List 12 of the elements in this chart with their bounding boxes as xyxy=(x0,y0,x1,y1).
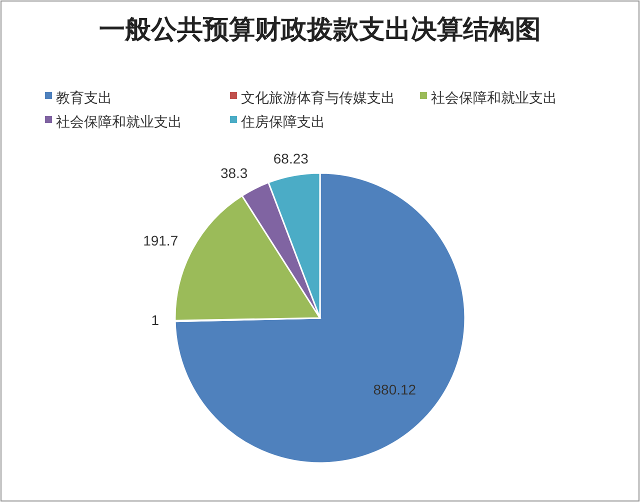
data-label: 880.12 xyxy=(373,382,416,398)
legend-label: 教育支出 xyxy=(56,90,112,106)
data-label: 1 xyxy=(151,312,160,328)
legend-item: 教育支出 xyxy=(45,90,112,106)
chart-title: 一般公共预算财政拨款支出决算结构图 xyxy=(99,15,541,44)
legend-item: 社会保障和就业支出 xyxy=(45,114,182,130)
data-label: 191.7 xyxy=(143,232,178,249)
legend-item: 住房保障支出 xyxy=(230,114,325,130)
legend-item: 文化旅游体育与传媒支出 xyxy=(230,90,395,106)
data-label: 38.3 xyxy=(220,164,248,181)
data-label: 68.23 xyxy=(273,150,309,166)
legend-item: 社会保障和就业支出 xyxy=(420,90,557,106)
